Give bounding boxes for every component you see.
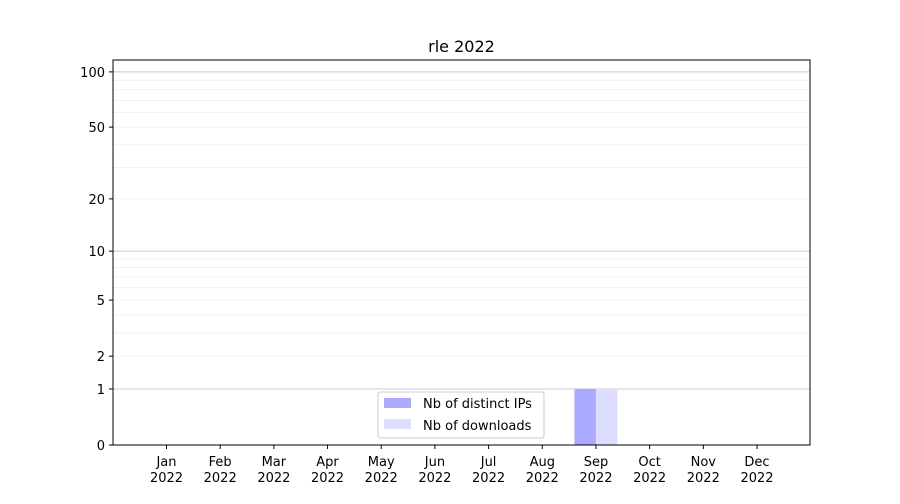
bars bbox=[574, 388, 618, 445]
x-tick-label: Jan 2022 bbox=[150, 455, 183, 486]
y-axis: 0 1 2 5 10 20 50 100 bbox=[80, 66, 113, 454]
y-tick-label: 5 bbox=[97, 294, 105, 309]
x-tick-label: Feb 2022 bbox=[204, 455, 237, 486]
x-tick-label: May 2022 bbox=[365, 455, 398, 486]
legend: Nb of distinct IPs Nb of downloads bbox=[377, 391, 545, 439]
x-tick-label: Nov 2022 bbox=[687, 455, 720, 486]
x-tick-label: Jul 2022 bbox=[472, 455, 505, 486]
legend-swatch-ips bbox=[384, 398, 411, 408]
x-tick-label: Mar 2022 bbox=[257, 455, 290, 486]
x-tick-label: Dec 2022 bbox=[740, 455, 773, 486]
grid bbox=[113, 71, 810, 390]
y-tick-label: 2 bbox=[97, 350, 105, 365]
y-tick-label: 0 bbox=[97, 439, 105, 454]
y-tick-label: 20 bbox=[88, 193, 105, 208]
y-tick-label: 1 bbox=[97, 383, 105, 398]
y-tick-label: 100 bbox=[80, 66, 105, 81]
x-tick-label: Oct 2022 bbox=[633, 455, 666, 486]
axes-frame bbox=[112, 59, 811, 446]
x-tick-label: Aug 2022 bbox=[526, 455, 559, 486]
y-tick-label: 10 bbox=[88, 245, 105, 260]
bar-ips bbox=[574, 388, 596, 445]
legend-box bbox=[377, 391, 545, 439]
bar-downloads bbox=[595, 388, 618, 445]
legend-label-downloads: Nb of downloads bbox=[423, 419, 532, 434]
chart-title: rle 2022 bbox=[428, 37, 495, 56]
x-tick-label: Sep 2022 bbox=[579, 455, 612, 486]
x-tick-label: Jun 2022 bbox=[418, 455, 451, 486]
legend-label-ips: Nb of distinct IPs bbox=[423, 397, 532, 412]
legend-swatch-downloads bbox=[384, 419, 411, 429]
x-axis: Jan 2022 Feb 2022 Mar 2022 Apr 2022 May 2022 Jun 20… bbox=[150, 445, 774, 486]
x-tick-label: Apr 2022 bbox=[311, 455, 344, 486]
y-tick-label: 50 bbox=[88, 121, 105, 136]
